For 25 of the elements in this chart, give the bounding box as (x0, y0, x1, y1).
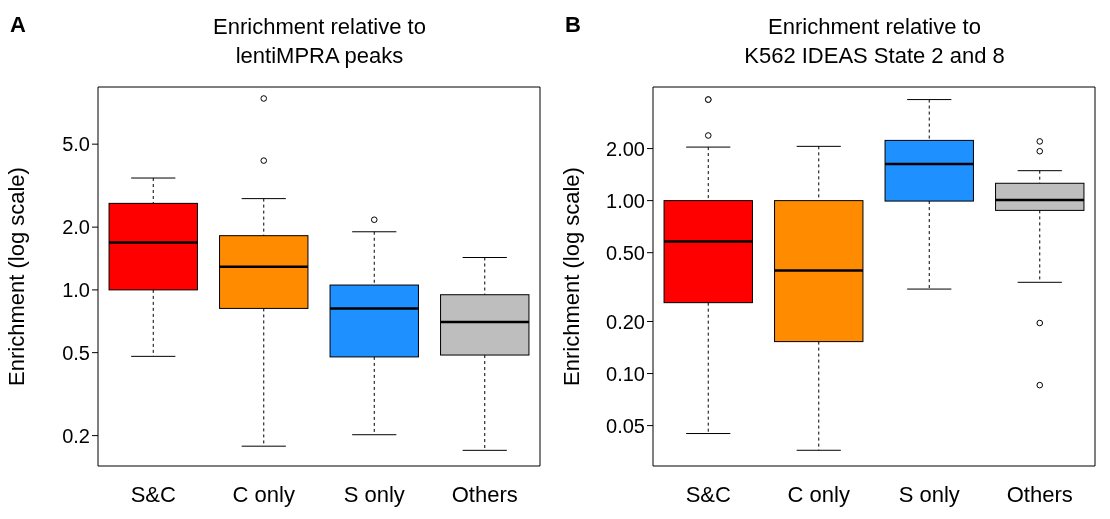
y-tick-label: 0.2 (62, 424, 90, 447)
y-tick-label: 0.20 (606, 310, 645, 333)
y-axis-title: Enrichment (log scale) (558, 167, 584, 386)
x-tick-label: S&C (130, 481, 176, 507)
x-tick-label: Others (1006, 481, 1073, 507)
chart-title: Enrichment relative to K562 IDEAS State 2 and 8 (743, 13, 1006, 70)
chart-title: Enrichment relative to lentiMPRA peaks (212, 13, 427, 70)
y-tick-label: 2.0 (62, 216, 90, 239)
y-tick-label: 0.5 (62, 341, 90, 364)
x-tick-label: S&C (685, 481, 731, 507)
x-tick-label: C only (232, 481, 295, 507)
y-tick-label: 1.0 (62, 278, 90, 301)
text: B (565, 12, 581, 38)
text: A (10, 12, 26, 38)
y-tick-label: 2.00 (606, 137, 645, 160)
y-tick-label: 1.00 (606, 189, 645, 212)
x-tick-label: Others (451, 481, 518, 507)
x-tick-label: C only (787, 481, 850, 507)
y-tick-label: 5.0 (62, 133, 90, 156)
x-tick-label: S only (343, 481, 405, 507)
y-tick-label: 0.05 (606, 414, 645, 437)
y-tick-label: 0.10 (606, 362, 645, 385)
y-tick-label: 0.50 (606, 241, 645, 264)
x-tick-label: S only (898, 481, 960, 507)
y-axis-title: Enrichment (log scale) (3, 167, 29, 386)
